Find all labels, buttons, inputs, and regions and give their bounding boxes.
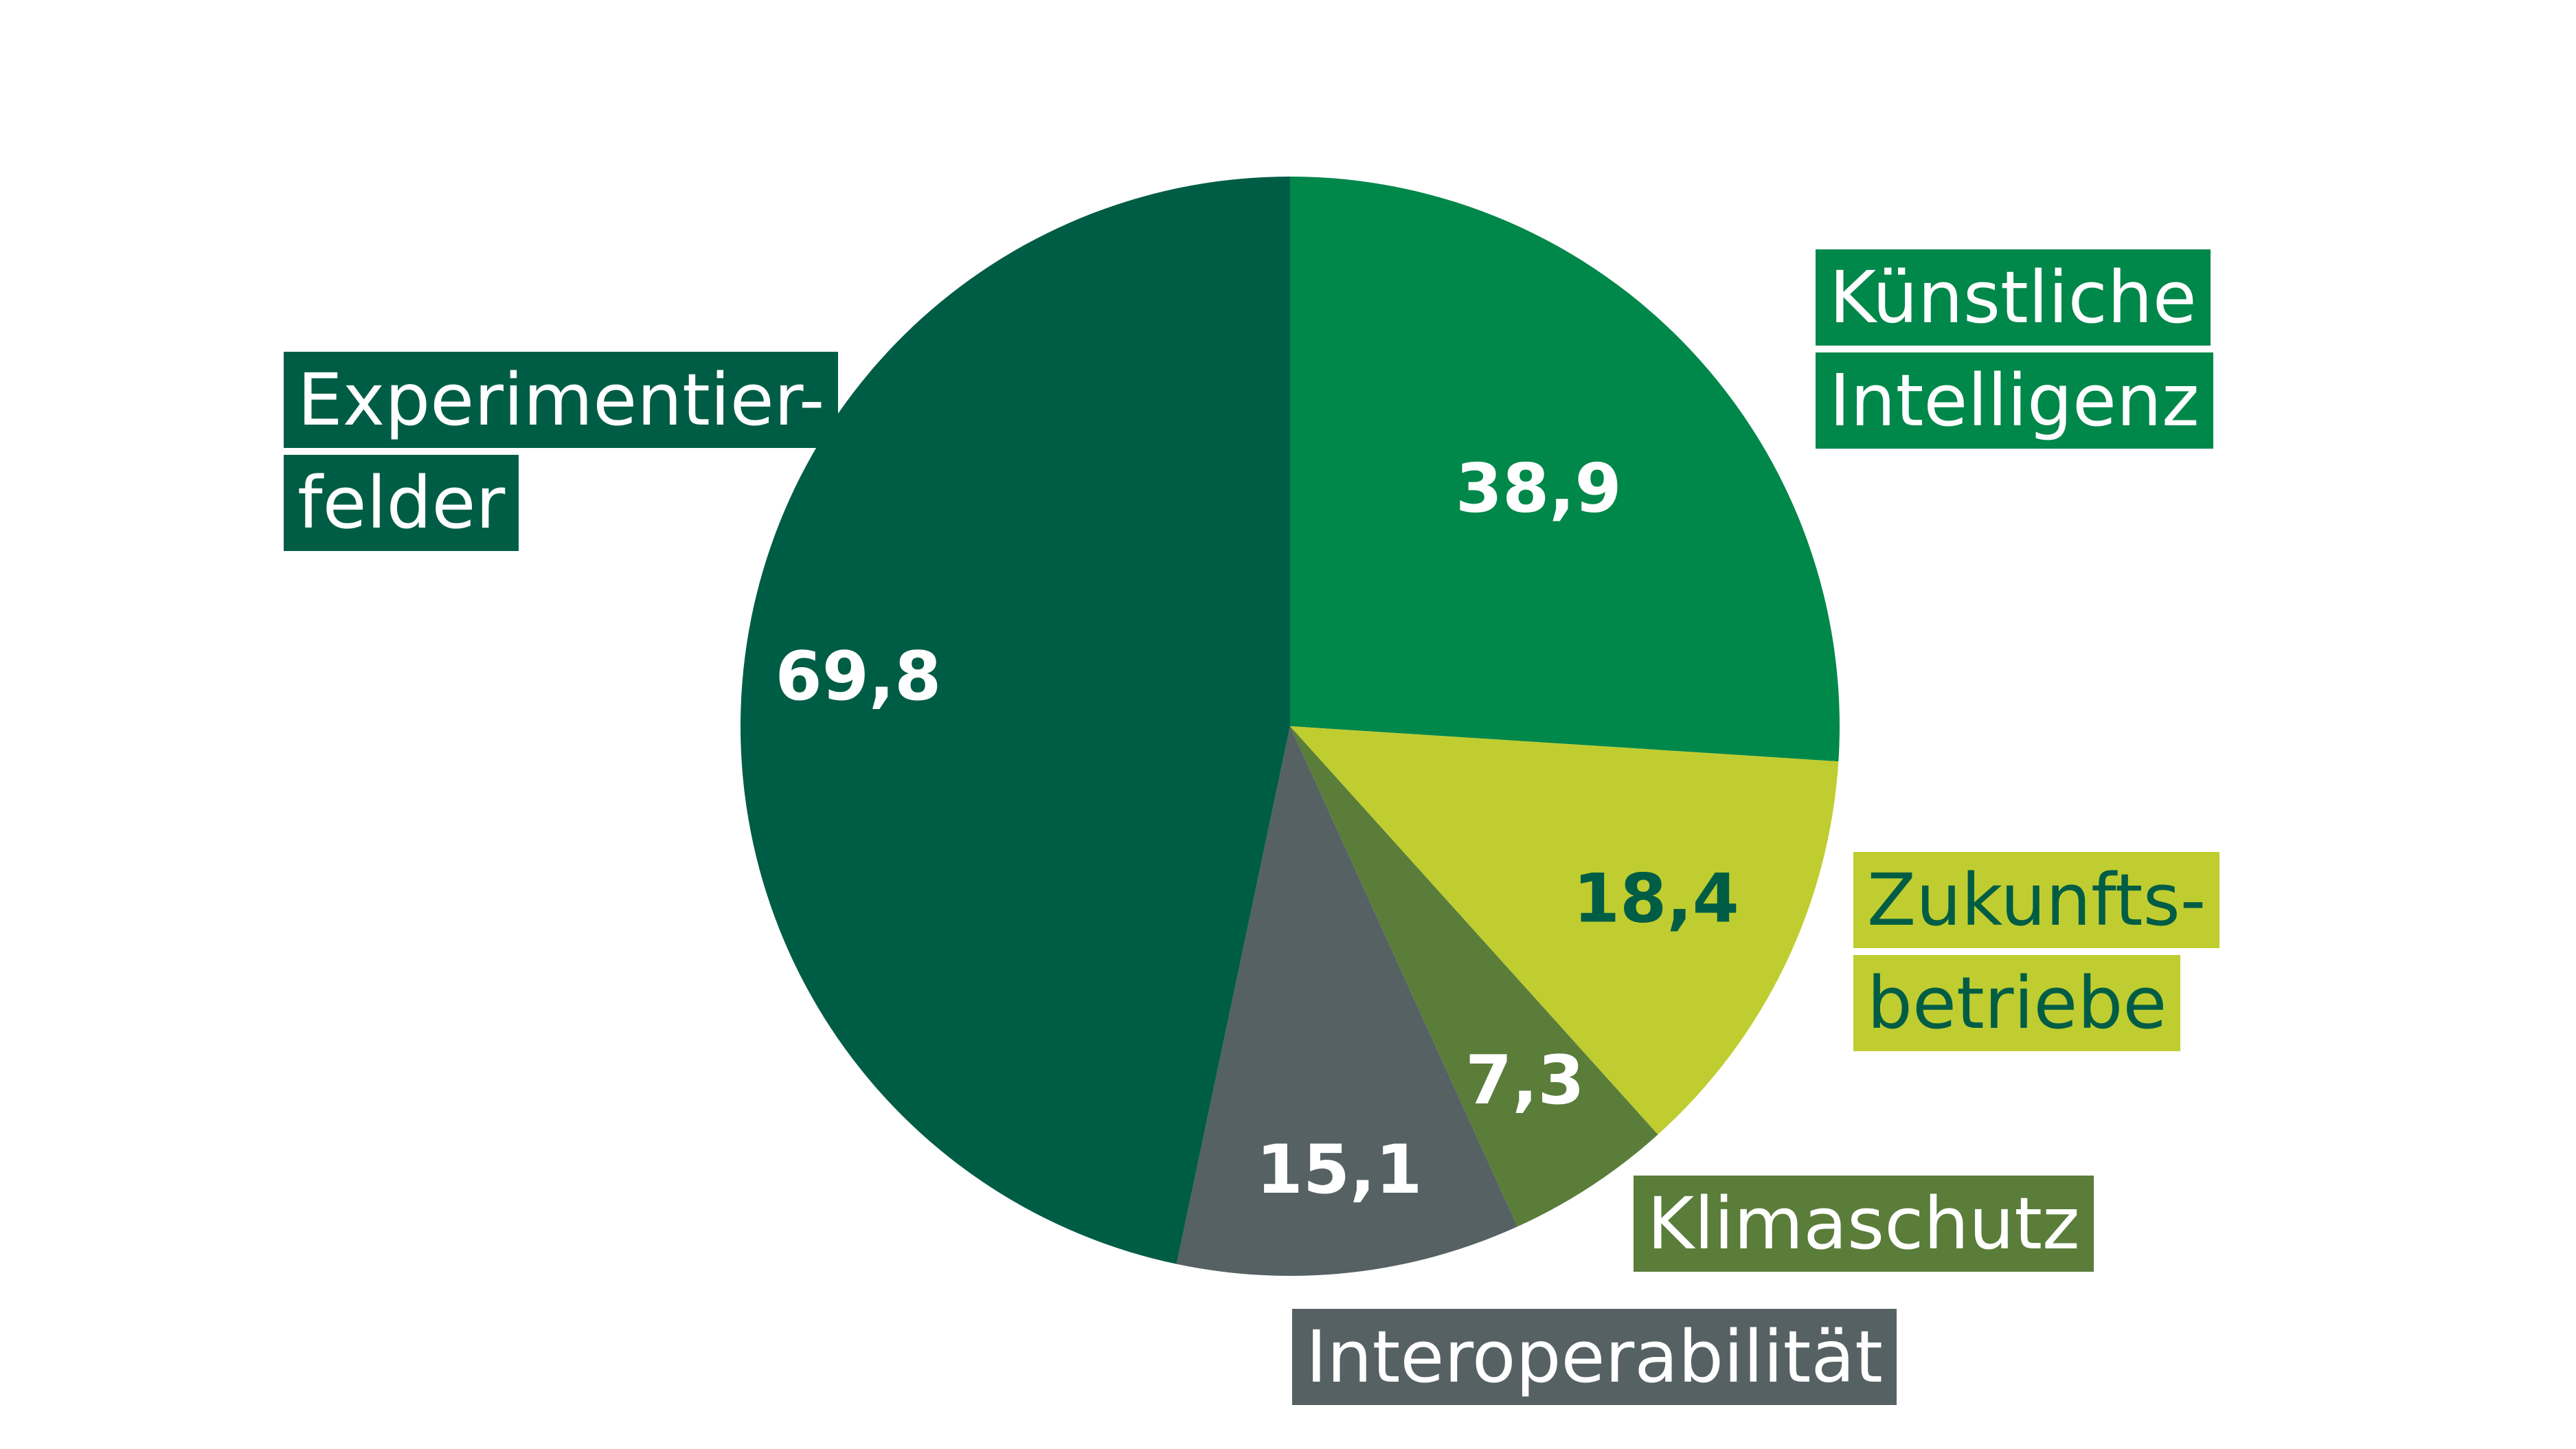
label-zukunftsbetriebe-line-1: Zukunfts- bbox=[1853, 852, 2220, 948]
label-klimaschutz-line-1: Klimaschutz bbox=[1634, 1176, 2094, 1272]
slice-zukunftsbetriebe bbox=[1290, 726, 1839, 1135]
label-klimaschutz: Klimaschutz bbox=[1634, 1176, 2094, 1272]
label-kuenstliche-intelligenz-line-1: Künstliche bbox=[1816, 249, 2211, 346]
value-label-zukunftsbetriebe: 18,4 bbox=[1573, 860, 1739, 939]
value-label-interoperabilitaet: 15,1 bbox=[1256, 1131, 1423, 1209]
label-zukunftsbetriebe: Zukunfts-betriebe bbox=[1853, 852, 2220, 1051]
label-experimentierfelder: Experimentier-felder bbox=[284, 352, 839, 551]
slice-klimaschutz bbox=[1290, 726, 1658, 1227]
value-label-klimaschutz: 7,3 bbox=[1465, 1042, 1585, 1120]
value-label-kuenstliche-intelligenz: 38,9 bbox=[1456, 450, 1622, 528]
value-label-experimentierfelder: 69,8 bbox=[776, 638, 942, 716]
label-kuenstliche-intelligenz: Künstliche Intelligenz bbox=[1816, 249, 2213, 449]
label-zukunftsbetriebe-line-2: betriebe bbox=[1853, 955, 2181, 1051]
label-interoperabilitaet: Interoperabilität bbox=[1292, 1309, 1897, 1405]
slice-kuenstliche-intelligenz bbox=[1290, 177, 1840, 762]
label-experimentierfelder-line-1: Experimentier- bbox=[284, 352, 839, 448]
slice-interoperabilitaet bbox=[1176, 726, 1518, 1276]
pie-slices bbox=[741, 177, 1840, 1276]
pie-value-labels: 38,9 18,4 7,3 15,1 69,8 bbox=[776, 450, 1739, 1209]
label-experimentierfelder-line-2: felder bbox=[284, 455, 519, 551]
slice-experimentierfelder bbox=[741, 177, 1290, 1264]
label-kuenstliche-intelligenz-line-2: Intelligenz bbox=[1816, 352, 2213, 449]
label-interoperabilitaet-line-1: Interoperabilität bbox=[1292, 1309, 1897, 1405]
